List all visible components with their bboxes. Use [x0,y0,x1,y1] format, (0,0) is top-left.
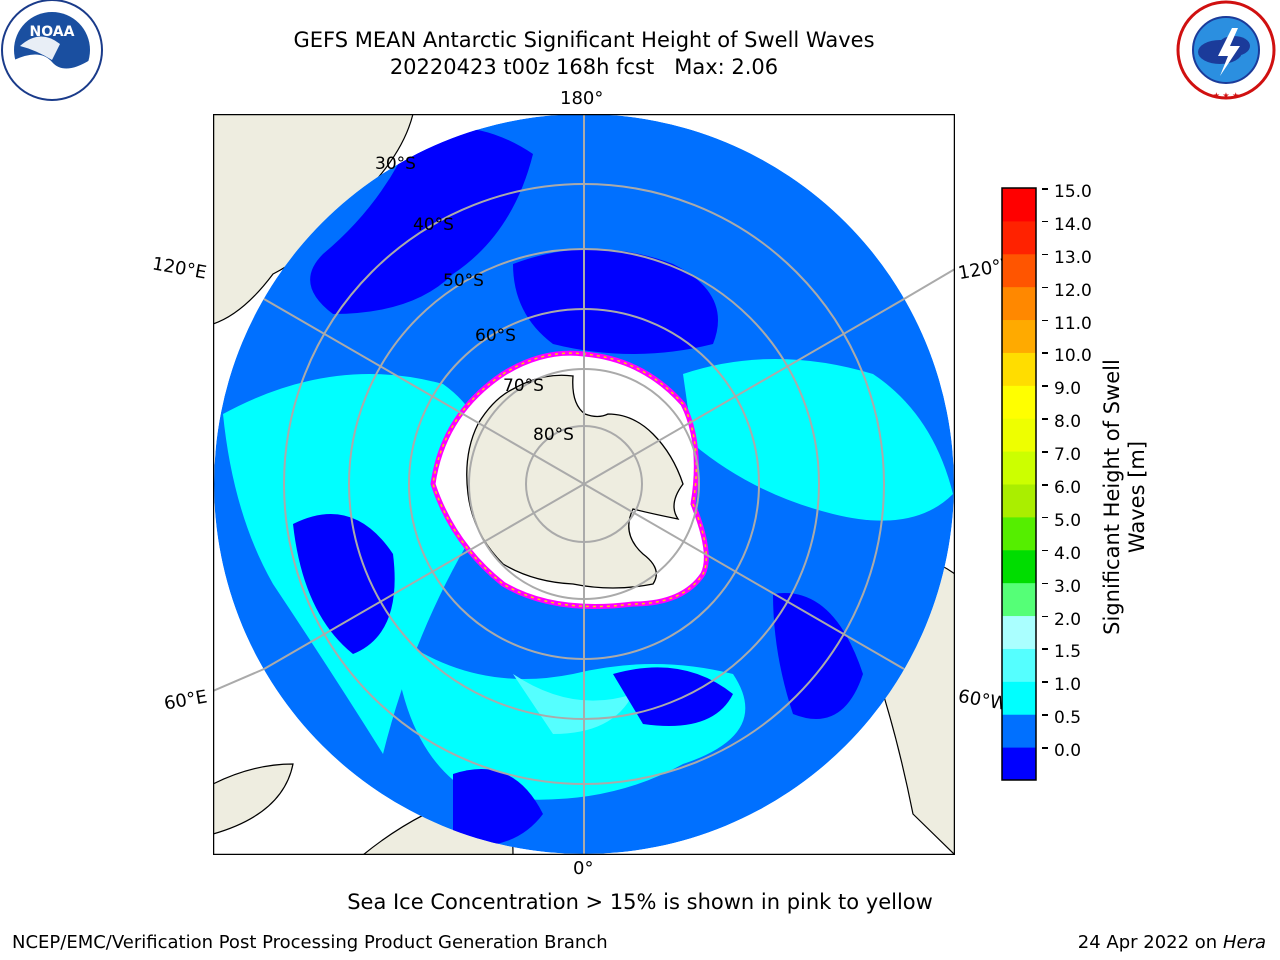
footer-credit: NCEP/EMC/Verification Post Processing Pr… [12,932,608,953]
colorbar-tick-label: 5.0 [1054,510,1082,531]
nws-logo: ★ ★ ★ [1176,0,1276,100]
colorbar-bin [1002,253,1036,288]
colorbar-tick-label: 0.0 [1054,741,1082,762]
colorbar-tick-mark [1042,714,1048,716]
colorbar-bin [1002,747,1036,781]
colorbar-label: Significant Height of Swell Waves [m] [1100,307,1150,687]
lat-label-50s: 50°S [443,271,484,291]
colorbar-tick-mark [1042,484,1048,486]
colorbar-tick-mark [1042,516,1048,519]
colorbar-tick-label: 0.5 [1054,708,1082,729]
colorbar-tick-label: 15.0 [1054,182,1092,202]
colorbar-tick-label: 1.0 [1054,675,1082,696]
colorbar-tick-label: 4.0 [1054,543,1082,564]
graticule [263,114,905,854]
sea-ice-caption: Sea Ice Concentration > 15% is shown in … [347,890,933,914]
lat-label-70s: 70°S [503,376,544,396]
colorbar-bin [1002,549,1036,584]
colorbar-tick-mark [1042,681,1048,683]
colorbar-bin [1002,319,1036,353]
colorbar-tick-mark [1042,385,1048,387]
colorbar-tick-label: 3.0 [1054,576,1082,597]
colorbar-tick-label: 13.0 [1054,247,1092,268]
noaa-logo: NOAA [1,0,103,101]
calm-patagonia [773,593,863,719]
colorbar-bin [1002,286,1036,321]
colorbar-tick-mark [1042,549,1048,552]
colorbar-tick-label: 14.0 [1054,214,1092,235]
colorbar-tick-mark [1042,319,1048,322]
colorbar-bin [1002,582,1036,617]
map-title: GEFS MEAN Antarctic Significant Height o… [293,28,875,52]
colorbar-tick-mark [1042,253,1048,256]
colorbar-tick-label: 10.0 [1054,346,1092,367]
colorbar-tick-mark [1042,220,1048,223]
colorbar-label-line2: Waves [m] [1125,440,1149,554]
swell-band-pacific [683,359,953,521]
colorbar-bin [1002,418,1036,452]
colorbar-tick-mark [1042,286,1048,289]
lat-label-40s: 40°S [413,215,454,235]
noaa-logo-text: NOAA [30,24,75,40]
colorbar-bin [1002,714,1036,748]
colorbar-tick-mark [1042,188,1048,190]
colorbar-bin [1002,681,1036,715]
colorbar-bin [1002,615,1036,649]
lat-label-60s: 60°S [475,326,516,346]
colorbar-bin [1002,385,1036,419]
calm-indian [293,514,395,654]
svg-text:★ ★ ★: ★ ★ ★ [1213,91,1240,100]
lat-label-30s: 30°S [375,154,416,174]
colorbar-tick-mark [1042,648,1048,650]
colorbar-tick-mark [1042,451,1048,453]
colorbar-label-line1: Significant Height of Swell [1100,359,1124,635]
footer-host: Hera [1222,932,1266,953]
colorbar-tick-label: 8.0 [1054,412,1082,433]
polar-map: 30°S 40°S 50°S 60°S 70°S 80°S [213,114,955,855]
colorbar-tick-mark [1042,582,1048,585]
colorbar-tick-mark [1042,747,1048,749]
lon-label-0: 0° [573,858,594,879]
colorbar-ticks: 15.0 14.0 13.0 12.0 11.0 10.0 9.0 8.0 7.0 6.0 5.0 4… [1042,180,1102,790]
colorbar-tick-label: 2.0 [1054,609,1082,630]
colorbar-bin [1002,451,1036,485]
colorbar-tick-label: 6.0 [1054,478,1082,498]
colorbar-tick-mark [1042,352,1048,354]
footer-date: 24 Apr 2022 on Hera [1078,932,1266,953]
lon-label-120e: 120°E [150,253,209,284]
colorbar-bin [1002,352,1036,386]
lon-label-180: 180° [560,88,604,109]
map-subtitle: 20220423 t00z 168h fcst Max: 2.06 [389,55,779,79]
calm-tasman [310,127,533,314]
colorbar-bin [1002,188,1036,222]
colorbar-tick-label: 1.5 [1054,642,1082,663]
colorbar [1001,187,1037,781]
colorbar-tick-label: 7.0 [1054,445,1082,466]
colorbar-bin [1002,484,1036,518]
colorbar-tick-mark [1042,418,1048,420]
madagascar-land [213,763,294,835]
lon-label-60e: 60°E [162,686,209,715]
colorbar-bin [1002,648,1036,682]
calm-south-pacific [513,249,718,354]
colorbar-bin [1002,220,1036,255]
colorbar-tick-label: 11.0 [1054,313,1092,334]
lat-label-80s: 80°S [533,425,574,445]
colorbar-tick-label: 12.0 [1054,280,1092,301]
footer-date-text: 24 Apr 2022 on [1077,932,1223,953]
map-frame [213,114,955,855]
calm-cape [453,769,543,846]
colorbar-bin [1002,516,1036,551]
colorbar-tick-label: 9.0 [1054,379,1082,400]
colorbar-tick-mark [1042,615,1048,618]
